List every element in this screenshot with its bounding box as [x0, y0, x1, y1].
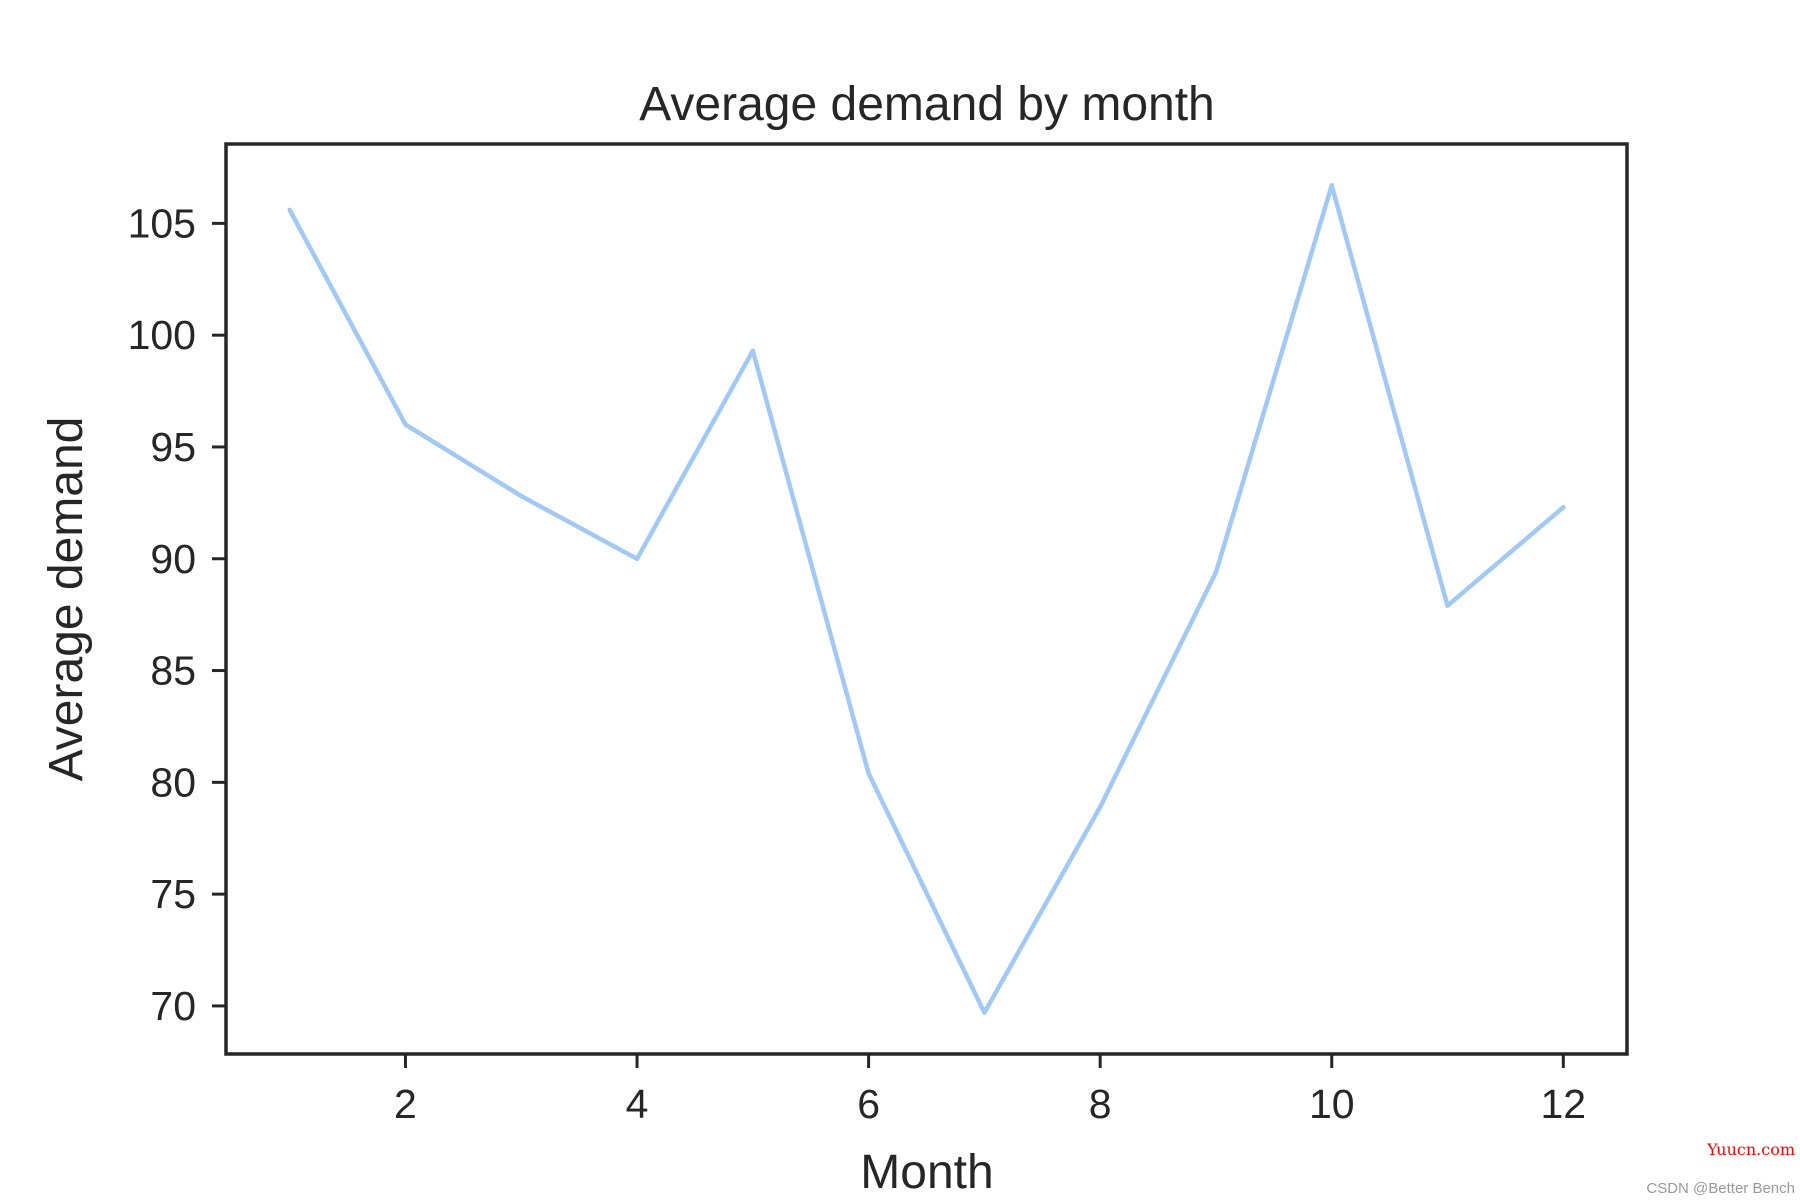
- y-tick-label: 70: [150, 983, 196, 1029]
- x-tick-label: 4: [626, 1081, 649, 1127]
- x-tick-label: 6: [857, 1081, 880, 1127]
- plot-area-frame: [224, 142, 1629, 1056]
- x-tick-label: 10: [1309, 1081, 1355, 1127]
- y-tick-label: 90: [150, 536, 196, 582]
- data-point-month-7: [982, 1010, 987, 1015]
- y-tick-label: 95: [150, 424, 196, 470]
- data-point-month-4: [634, 556, 640, 561]
- data-point-month-8: [1097, 804, 1103, 810]
- data-point-month-10: [1329, 183, 1334, 188]
- x-axis-label: Month: [860, 1146, 993, 1199]
- data-point-month-2: [403, 422, 408, 427]
- data-point-month-12: [1561, 505, 1566, 510]
- data-point-month-1: [287, 207, 292, 213]
- x-tick-label: 12: [1541, 1081, 1587, 1127]
- watermark-author: CSDN @Better Bench: [1646, 1180, 1795, 1197]
- data-point-month-11: [1445, 603, 1450, 608]
- data-points: [287, 183, 1566, 1015]
- y-axis-label: Average demand: [40, 417, 93, 782]
- data-point-month-3: [519, 493, 524, 499]
- y-axis-ticks: 70 75 80 85 90 95 100 105: [128, 200, 226, 1029]
- y-tick-label: 85: [150, 648, 196, 694]
- data-point-month-6: [866, 771, 871, 776]
- x-tick-label: 2: [394, 1081, 417, 1127]
- data-point-month-5: [750, 348, 756, 354]
- data-point-month-9: [1213, 569, 1219, 575]
- y-tick-label: 105: [128, 200, 196, 246]
- chart-title: Average demand by month: [639, 78, 1214, 131]
- series-line-average-demand: [287, 183, 1566, 1015]
- y-tick-label: 100: [128, 312, 196, 358]
- y-tick-label: 75: [150, 871, 196, 917]
- x-axis-ticks: 2 4 6 8 10 12: [394, 1054, 1586, 1127]
- y-tick-label: 80: [150, 759, 196, 805]
- x-tick-label: 8: [1089, 1081, 1112, 1127]
- watermark-site: Yuucn.com: [1706, 1140, 1795, 1159]
